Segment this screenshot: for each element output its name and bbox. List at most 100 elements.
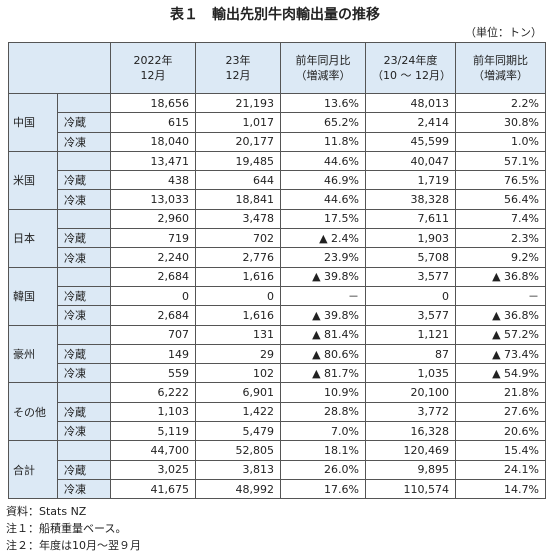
row-label: 冷凍 bbox=[57, 131, 111, 152]
cell: 5,479 bbox=[195, 421, 281, 442]
table-row: 豪州 707 131 ▲ 81.4% 1,121 ▲ 57.2% bbox=[8, 324, 546, 384]
cell: 76.5% bbox=[455, 170, 546, 191]
row-label: 冷凍 bbox=[57, 478, 111, 500]
cell: 615 bbox=[110, 112, 196, 133]
table-row: 冷蔵 3,025 3,813 26.0% 9,895 24.1% bbox=[9, 459, 546, 480]
table-row: 冷蔵 0 0 － 0 － bbox=[9, 285, 546, 307]
cell: 2,684 bbox=[110, 266, 196, 287]
cell: 9,895 bbox=[365, 459, 456, 480]
cell: 48,013 bbox=[365, 92, 456, 114]
cell: 3,478 bbox=[195, 208, 281, 230]
cell: ▲ 80.6% bbox=[280, 343, 366, 365]
cell: ▲ 81.4% bbox=[280, 324, 366, 345]
cell: 102 bbox=[195, 363, 281, 384]
cell: 707 bbox=[110, 324, 196, 345]
row-label: 冷蔵 bbox=[57, 459, 111, 480]
cell: 6,222 bbox=[110, 382, 196, 403]
table-row: 冷凍 18,040 20,177 11.8% 45,599 1.0% bbox=[9, 131, 546, 152]
cell: 1,903 bbox=[365, 228, 456, 249]
header-line: 前年同期比 bbox=[473, 54, 528, 67]
header-line: （増減率） bbox=[473, 69, 528, 82]
cell: 438 bbox=[110, 170, 196, 191]
column-header: 前年同月比 （増減率） bbox=[280, 42, 366, 94]
table-row: 冷凍 2,684 1,616 ▲ 39.8% 3,577 ▲ 36.8% bbox=[9, 305, 546, 326]
cell: 3,577 bbox=[365, 305, 456, 326]
cell: 7.0% bbox=[280, 421, 366, 442]
cell: 131 bbox=[195, 324, 281, 345]
cell: ▲ 81.7% bbox=[280, 363, 366, 384]
cell: ▲ 73.4% bbox=[455, 343, 546, 365]
cell: 10.9% bbox=[280, 382, 366, 403]
cell: 24.1% bbox=[455, 459, 546, 480]
table-row: 冷凍 41,675 48,992 17.6% 110,574 14.7% bbox=[9, 478, 546, 500]
cell: 719 bbox=[110, 228, 196, 249]
cell: 1,103 bbox=[110, 401, 196, 423]
cell: 110,574 bbox=[365, 478, 456, 500]
cell: 52,805 bbox=[195, 440, 281, 461]
row-label-cell bbox=[57, 440, 111, 461]
cell: 19,485 bbox=[195, 150, 281, 172]
row-label: 冷蔵 bbox=[57, 112, 111, 133]
table-row: 冷蔵 615 1,017 65.2% 2,414 30.8% bbox=[9, 112, 546, 133]
table-row: 韓国 2,684 1,616 ▲ 39.8% 3,577 ▲ 36.8% bbox=[8, 266, 546, 326]
cell: － bbox=[280, 285, 366, 307]
notes: 資料：Stats NZ 注１：船積重量ベース。 注２：年度は10月～翌９月 bbox=[6, 503, 141, 554]
cell: 17.6% bbox=[280, 478, 366, 500]
cell: 5,119 bbox=[110, 421, 196, 442]
row-label: 冷凍 bbox=[57, 189, 111, 210]
cell: 3,772 bbox=[365, 401, 456, 423]
cell: 120,469 bbox=[365, 440, 456, 461]
cell: 0 bbox=[365, 285, 456, 307]
cell: 17.5% bbox=[280, 208, 366, 230]
cell: 0 bbox=[195, 285, 281, 307]
header-line: （増減率） bbox=[295, 69, 351, 82]
cell: 1.0% bbox=[455, 131, 546, 152]
table-row: 米国 13,471 19,485 44.6% 40,047 57.1% bbox=[8, 150, 546, 210]
cell: 0 bbox=[110, 285, 196, 307]
table-body: 中国 18,656 21,193 13.6% 48,013 2.2% 冷蔵 615 1,017 6… bbox=[8, 92, 546, 500]
cell: 2,414 bbox=[365, 112, 456, 133]
cell: 30.8% bbox=[455, 112, 546, 133]
cell: 44.6% bbox=[280, 150, 366, 172]
cell: 48,992 bbox=[195, 478, 281, 500]
cell: 11.8% bbox=[280, 131, 366, 152]
header-line: 12月 bbox=[140, 69, 166, 82]
group-label: その他 bbox=[8, 382, 58, 442]
cell: 13.6% bbox=[280, 92, 366, 114]
table-row: 冷凍 2,240 2,776 23.9% 5,708 9.2% bbox=[9, 247, 546, 268]
cell: 2,240 bbox=[110, 247, 196, 268]
cell: 644 bbox=[195, 170, 281, 191]
cell: 2,684 bbox=[110, 305, 196, 326]
cell: 45,599 bbox=[365, 131, 456, 152]
cell: 44,700 bbox=[110, 440, 196, 461]
cell: 29 bbox=[195, 343, 281, 365]
cell: － bbox=[455, 285, 546, 307]
cell: 3,025 bbox=[110, 459, 196, 480]
row-label-cell bbox=[57, 150, 111, 172]
cell: 65.2% bbox=[280, 112, 366, 133]
header-line: 前年同月比 bbox=[295, 54, 351, 67]
cell: 18,841 bbox=[195, 189, 281, 210]
table-row: 冷凍 559 102 ▲ 81.7% 1,035 ▲ 54.9% bbox=[9, 363, 546, 384]
cell: 18,656 bbox=[110, 92, 196, 114]
cell: 1,422 bbox=[195, 401, 281, 423]
cell: 23.9% bbox=[280, 247, 366, 268]
cell: 6,901 bbox=[195, 382, 281, 403]
cell: 20,177 bbox=[195, 131, 281, 152]
row-label-cell bbox=[57, 324, 111, 345]
cell: ▲ 39.8% bbox=[280, 305, 366, 326]
cell: 41,675 bbox=[110, 478, 196, 500]
cell: 1,616 bbox=[195, 305, 281, 326]
cell: 1,017 bbox=[195, 112, 281, 133]
cell: 13,033 bbox=[110, 189, 196, 210]
group-label: 米国 bbox=[8, 150, 58, 210]
table-row: 冷蔵 1,103 1,422 28.8% 3,772 27.6% bbox=[9, 401, 546, 423]
cell: 21,193 bbox=[195, 92, 281, 114]
table-row: 中国 18,656 21,193 13.6% 48,013 2.2% bbox=[8, 92, 546, 152]
cell: 46.9% bbox=[280, 170, 366, 191]
cell: 20,100 bbox=[365, 382, 456, 403]
table: 2022年 12月 23年 12月 前年同月比 （増減率） 23/24年度 （10 ～ 12月… bbox=[8, 42, 546, 500]
table-row: 合計 44,700 52,805 18.1% 120,469 15.4% bbox=[8, 440, 546, 500]
cell: 20.6% bbox=[455, 421, 546, 442]
